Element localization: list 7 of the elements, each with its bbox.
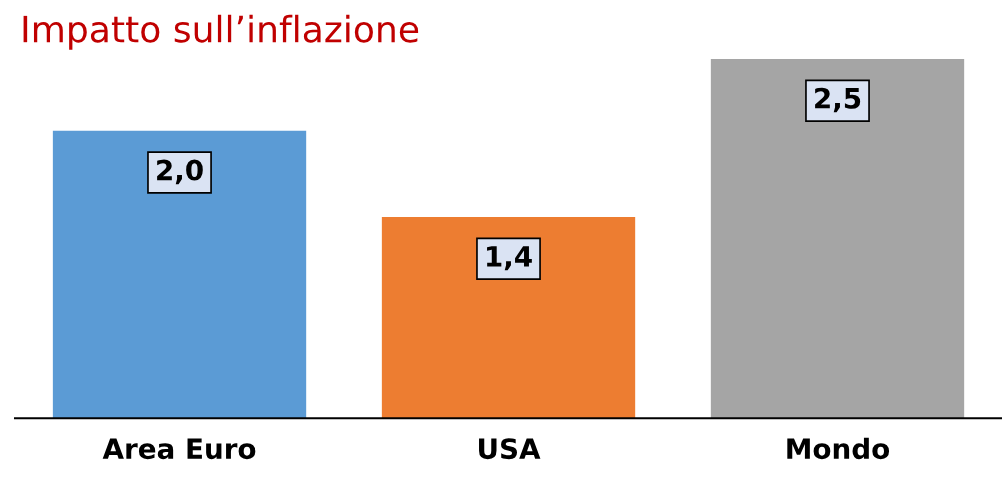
data-label: 2,0 bbox=[157, 159, 203, 185]
data-label: 1,4 bbox=[487, 246, 532, 271]
x-tick-label: Mondo bbox=[787, 437, 890, 460]
x-tick-label: USA bbox=[479, 438, 541, 460]
chart-title: Impatto sull’inflazione bbox=[23, 14, 419, 50]
x-tick-label: Area Euro bbox=[102, 438, 256, 460]
data-label: 2,5 bbox=[815, 87, 861, 113]
